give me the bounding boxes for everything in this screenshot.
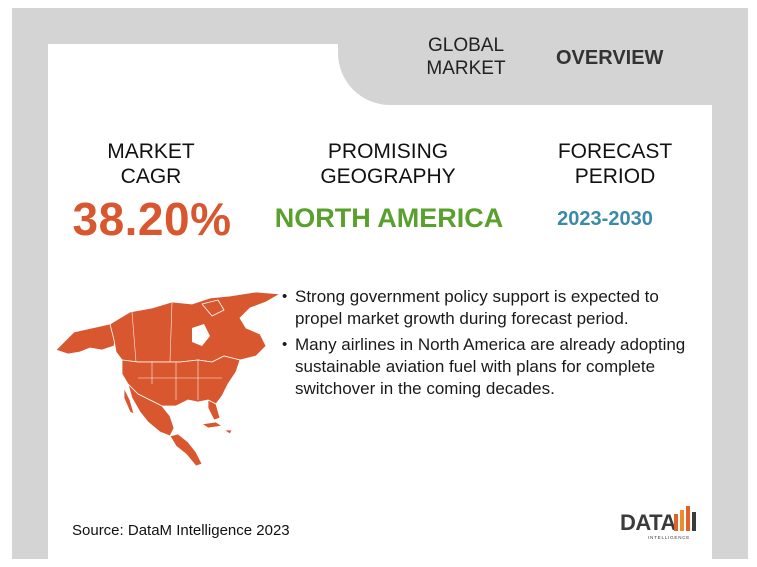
- bullet-text: Many airlines in North America are alrea…: [295, 335, 686, 398]
- header-tab: [338, 8, 748, 105]
- geography-value: NORTH AMERICA: [274, 203, 504, 233]
- list-item: • Many airlines in North America are alr…: [282, 334, 702, 400]
- period-label-line2: PERIOD: [574, 165, 656, 188]
- overview-heading: OVERVIEW: [556, 47, 664, 69]
- cagr-label: MARKET CAGR: [86, 139, 216, 189]
- north-america-map-icon: [55, 291, 281, 467]
- datam-logo-icon: DATA INTELLIGENCE: [620, 506, 696, 540]
- global-market-line1: GLOBAL: [427, 35, 505, 56]
- geography-label-line1: PROMISING: [327, 140, 449, 163]
- global-market-heading: GLOBAL MARKET: [406, 34, 526, 80]
- cagr-value: 38.20%: [72, 193, 232, 245]
- period-label: FORECAST PERIOD: [540, 139, 690, 189]
- geography-label-line2: GEOGRAPHY: [320, 165, 456, 188]
- cagr-label-line1: MARKET: [107, 140, 195, 163]
- list-item: • Strong government policy support is ex…: [282, 286, 702, 330]
- geography-label: PROMISING GEOGRAPHY: [308, 139, 468, 189]
- logo-text: DATA: [620, 510, 676, 535]
- cagr-label-line2: CAGR: [120, 165, 182, 188]
- source-caption: Source: DataM Intelligence 2023: [72, 522, 290, 539]
- bullet-text: Strong government policy support is expe…: [295, 287, 659, 328]
- period-value: 2023-2030: [557, 208, 653, 230]
- global-market-line2: MARKET: [426, 58, 506, 79]
- content-card: [48, 44, 712, 559]
- bullet-symbol: •: [282, 336, 288, 353]
- key-points-list: • Strong government policy support is ex…: [282, 286, 702, 404]
- period-label-line1: FORECAST: [557, 140, 673, 163]
- logo-subtext: INTELLIGENCE: [648, 535, 690, 540]
- bullet-symbol: •: [282, 288, 288, 305]
